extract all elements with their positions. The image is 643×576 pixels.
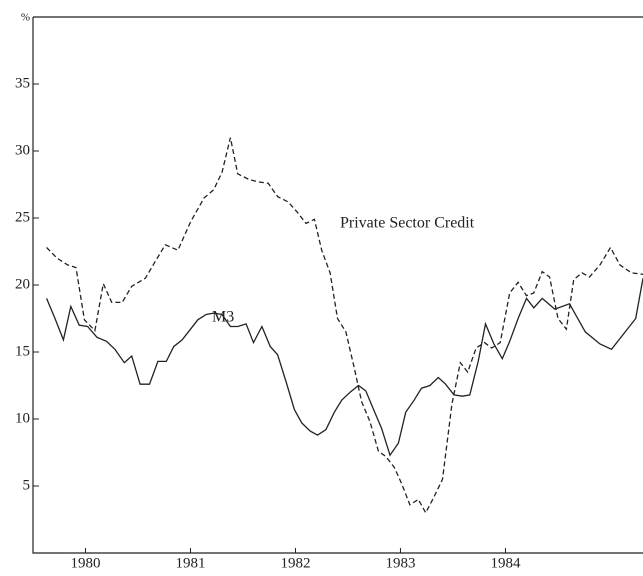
axis-frame — [32, 17, 643, 554]
x-tick-label: 1982 — [280, 555, 310, 571]
x-tick-label: 1981 — [175, 555, 205, 571]
axes — [32, 16, 643, 554]
annotation: Private Sector Credit — [340, 215, 475, 232]
y-tick-label: 20 — [15, 276, 30, 292]
x-tick-label: 1983 — [385, 555, 415, 571]
y-tick-label: 30 — [15, 142, 30, 158]
y-tick-label: 5 — [23, 477, 31, 493]
y-tick-label: 25 — [15, 209, 30, 225]
y-tick-label: 15 — [15, 343, 30, 359]
x-tick-label: 1984 — [490, 555, 521, 571]
line-series — [46, 278, 643, 457]
annotation: M3 — [212, 309, 234, 326]
y-tick-label: 10 — [15, 410, 30, 426]
y-tick-label: 35 — [15, 75, 30, 91]
x-tick-label: 1980 — [70, 555, 100, 571]
line-series — [46, 137, 643, 515]
y-tick-label: % — [21, 12, 30, 24]
